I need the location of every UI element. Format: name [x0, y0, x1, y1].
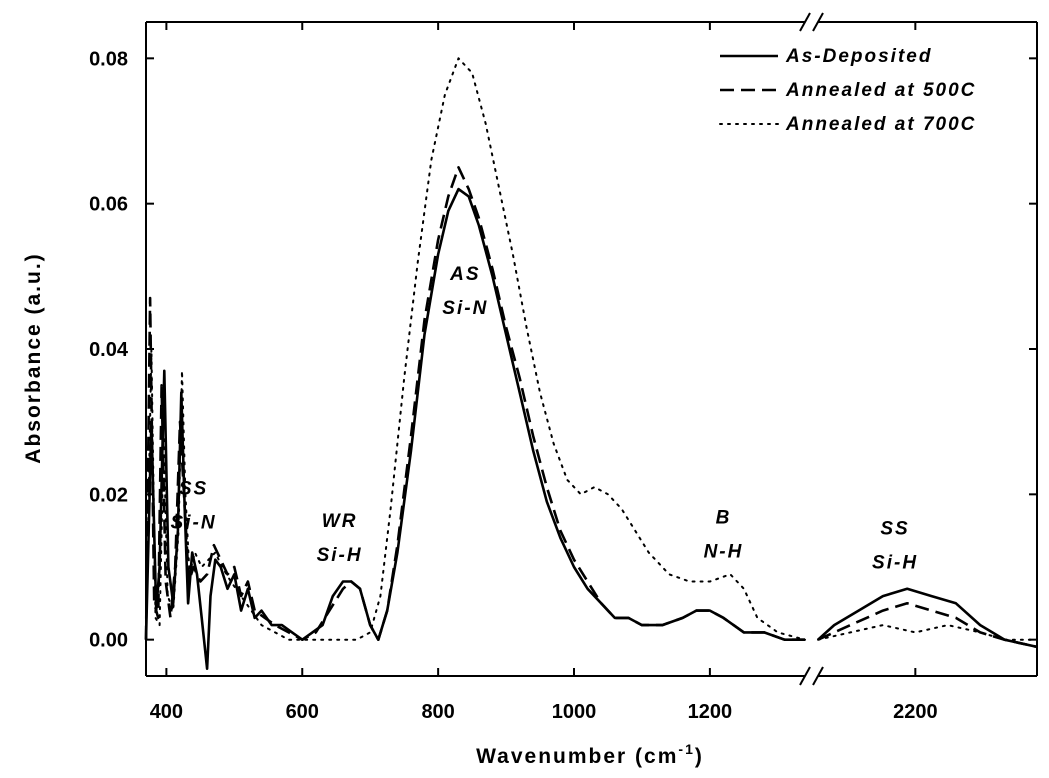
peak-annotation-line: SS — [179, 478, 208, 499]
legend-item: As-Deposited — [720, 46, 932, 67]
peak-annotation: B N-H — [704, 507, 744, 562]
x-axis-title-suffix: ) — [695, 745, 704, 768]
x-tick-label: 1000 — [552, 701, 597, 723]
x-tick-label: 2200 — [893, 701, 938, 723]
series-line — [144, 166, 805, 641]
peak-annotation: AS Si-N — [442, 264, 488, 319]
legend: As-Deposited Annealed at 500C Annealed at … — [719, 46, 976, 135]
peak-annotation-line: Si-H — [317, 545, 363, 566]
peak-annotation: SS Si-H — [872, 518, 918, 573]
peak-annotation: SS Si-N — [171, 478, 217, 533]
peak-annotation-line: Si-N — [171, 512, 217, 533]
peak-annotation-line: WR — [322, 511, 358, 532]
x-axis-title: Wavenumber (cm-1) — [476, 741, 704, 768]
y-axis-title: Absorbance (a.u.) — [22, 252, 45, 463]
axis-break-mark — [799, 666, 824, 686]
x-tick-label: 800 — [421, 701, 454, 723]
x-axis-title-superscript: -1 — [678, 741, 694, 757]
x-tick-label: 400 — [150, 701, 183, 723]
series-line — [817, 587, 1038, 649]
annotation-layer: SS Si-N WR Si-H AS Si-N B N-H SS Si-H — [171, 264, 918, 573]
peak-annotation: WR Si-H — [317, 511, 363, 566]
x-tick-label: 600 — [286, 701, 319, 723]
legend-label: Annealed at 500C — [785, 80, 976, 101]
y-tick-label: 0.00 — [89, 630, 128, 652]
peak-annotation-line: Si-N — [442, 298, 488, 319]
y-tick-label: 0.04 — [89, 339, 129, 361]
x-axis-title-main: Wavenumber (cm — [476, 745, 678, 768]
series-2 — [144, 166, 1038, 649]
series-layer — [144, 57, 1038, 670]
peak-annotation-line: Si-H — [872, 552, 918, 573]
y-tick-label: 0.02 — [89, 484, 128, 506]
peak-annotation-line: SS — [880, 518, 909, 539]
peak-annotation-line: B — [716, 507, 732, 528]
axis-break-mark — [799, 12, 824, 32]
axes-layer: 0.00 0.02 0.04 0.06 0.08 400 600 800 1000 1200 220… — [22, 12, 1038, 768]
series-line — [144, 187, 805, 670]
x-tick-label: 1200 — [688, 701, 733, 723]
legend-label: Annealed at 700C — [785, 114, 976, 135]
legend-item: Annealed at 700C — [719, 114, 976, 135]
series-line — [817, 624, 1038, 641]
series-1 — [144, 187, 1038, 670]
legend-label: As-Deposited — [785, 46, 932, 67]
legend-item: Annealed at 500C — [720, 80, 976, 101]
peak-annotation-line: N-H — [704, 541, 744, 562]
peak-annotation-line: AS — [449, 264, 480, 285]
y-tick-label: 0.06 — [89, 194, 128, 216]
y-tick-label: 0.08 — [89, 48, 128, 70]
